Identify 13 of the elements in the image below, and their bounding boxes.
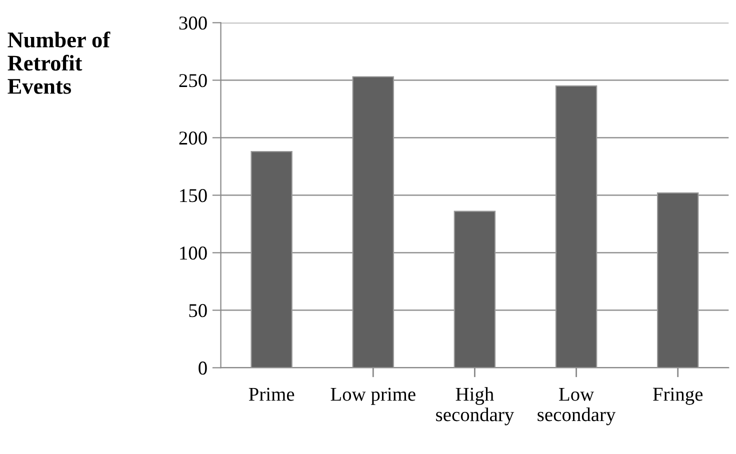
x-tick-label: Low secondary: [538, 388, 616, 426]
x-tick-label: Low prime: [330, 388, 416, 405]
y-tick-label: 200: [179, 132, 207, 145]
y-tick-label: 0: [198, 362, 207, 375]
x-tick-label: Fringe: [653, 388, 703, 405]
x-tick-label: Prime: [248, 388, 294, 401]
y-tick-label: 250: [179, 74, 207, 88]
y-tick-label: 100: [180, 246, 207, 260]
x-tick-label: High secondary: [436, 387, 514, 426]
y-tick-label: 300: [179, 16, 207, 30]
y-tick-label: 150: [180, 189, 207, 202]
y-axis-title: Number of Retrofit Events: [8, 32, 110, 94]
y-tick-label: 50: [189, 304, 207, 318]
